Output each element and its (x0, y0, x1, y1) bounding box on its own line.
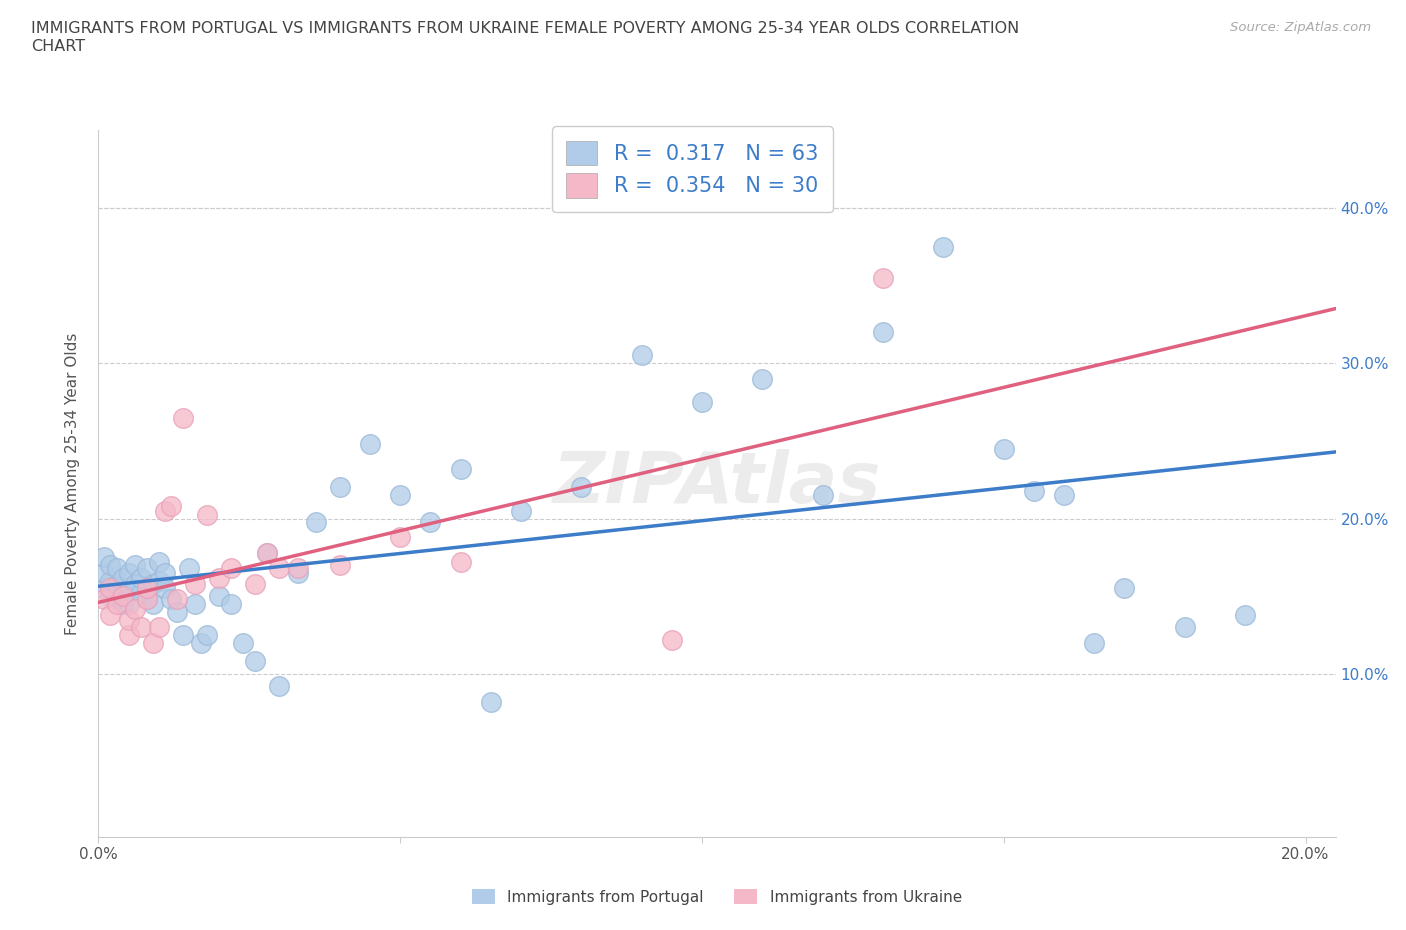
Point (117, 628, 139, 643)
Point (389, 530, 412, 545)
Point (269, 561, 291, 576)
Point (117, 612, 139, 627)
Point (190, 635, 212, 650)
Point (166, 591, 188, 606)
Point (305, 514, 328, 529)
Point (872, 271, 894, 286)
Point (93, 550, 115, 565)
Point (208, 570, 231, 585)
Point (135, 591, 157, 606)
Point (329, 558, 352, 573)
Point (172, 628, 194, 643)
Point (93, 591, 115, 606)
Point (129, 570, 152, 585)
Point (256, 545, 278, 560)
Point (509, 503, 531, 518)
Point (129, 586, 152, 601)
Point (160, 498, 183, 513)
Text: Source: ZipAtlas.com: Source: ZipAtlas.com (1230, 21, 1371, 34)
Point (124, 558, 146, 573)
Point (751, 371, 773, 386)
Point (105, 596, 128, 611)
Text: CHART: CHART (31, 39, 84, 54)
Point (148, 554, 170, 569)
Point (219, 561, 242, 576)
Point (177, 561, 200, 576)
Point (166, 604, 188, 619)
Point (329, 480, 352, 495)
Point (1083, 635, 1105, 650)
Point (569, 480, 592, 495)
Point (932, 239, 955, 254)
Text: ZIPAtlas: ZIPAtlas (553, 449, 882, 518)
Point (148, 620, 170, 635)
Point (208, 589, 231, 604)
Point (124, 601, 146, 616)
Point (100, 581, 122, 596)
Point (105, 577, 128, 591)
Point (419, 514, 441, 529)
Point (142, 635, 165, 650)
Point (232, 635, 254, 650)
Point (153, 565, 176, 580)
Point (1234, 607, 1257, 622)
Point (245, 654, 267, 669)
Point (100, 573, 122, 588)
Point (359, 436, 381, 451)
Point (195, 628, 218, 643)
Point (450, 461, 472, 476)
Point (93, 565, 115, 580)
Point (160, 591, 183, 606)
Point (135, 581, 157, 596)
Point (184, 577, 207, 591)
Point (630, 348, 652, 363)
Point (1174, 620, 1197, 635)
Point (111, 589, 134, 604)
Y-axis label: Female Poverty Among 25-34 Year Olds: Female Poverty Among 25-34 Year Olds (65, 332, 80, 635)
Point (287, 561, 309, 576)
Point (1053, 488, 1076, 503)
Point (811, 488, 834, 503)
Point (690, 394, 713, 409)
Point (153, 581, 176, 596)
Point (153, 503, 176, 518)
Point (142, 577, 165, 591)
Point (142, 596, 165, 611)
Point (111, 586, 134, 601)
Point (105, 591, 128, 606)
Point (100, 589, 122, 604)
Point (184, 596, 207, 611)
Point (100, 558, 122, 573)
Point (93, 581, 115, 596)
Point (219, 596, 242, 611)
Point (269, 679, 291, 694)
Point (111, 596, 134, 611)
Legend: Immigrants from Portugal, Immigrants from Ukraine: Immigrants from Portugal, Immigrants fro… (467, 883, 967, 910)
Point (1114, 581, 1136, 596)
Point (479, 695, 502, 710)
Point (450, 554, 472, 569)
Point (287, 565, 309, 580)
Point (105, 561, 128, 576)
Point (389, 488, 412, 503)
Point (135, 591, 157, 606)
Point (661, 632, 683, 647)
Point (117, 596, 139, 611)
Point (135, 561, 157, 576)
Point (872, 325, 894, 339)
Point (148, 573, 170, 588)
Point (111, 570, 134, 585)
Point (100, 607, 122, 622)
Point (195, 508, 218, 523)
Point (117, 565, 139, 580)
Point (1022, 484, 1045, 498)
Point (256, 545, 278, 560)
Point (993, 441, 1015, 456)
Point (245, 577, 267, 591)
Point (117, 581, 139, 596)
Point (124, 577, 146, 591)
Point (129, 620, 152, 635)
Text: IMMIGRANTS FROM PORTUGAL VS IMMIGRANTS FROM UKRAINE FEMALE POVERTY AMONG 25-34 Y: IMMIGRANTS FROM PORTUGAL VS IMMIGRANTS F… (31, 21, 1019, 36)
Point (172, 410, 194, 425)
